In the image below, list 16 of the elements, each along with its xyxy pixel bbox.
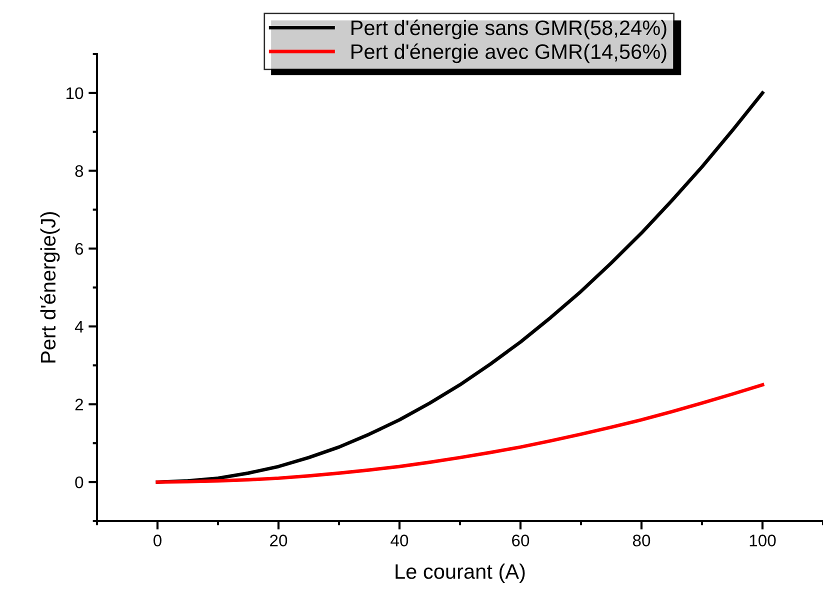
legend-label: Pert d'énergie avec GMR(14,56%) <box>352 43 666 64</box>
x-tick-label: 20 <box>270 534 288 546</box>
x-tick-label: 60 <box>512 534 530 546</box>
y-tick-label: 8 <box>75 165 84 177</box>
x-tick-label: 0 <box>154 534 162 546</box>
y-tick-label: 2 <box>75 398 83 410</box>
y-tick-label: 10 <box>66 87 84 100</box>
x-tick-label: 40 <box>390 534 408 546</box>
x-tick-label: 100 <box>750 534 776 546</box>
y-tick-label: 0 <box>75 476 84 488</box>
y-tick-label: 4 <box>74 320 84 332</box>
x-axis-title: Le courant (A) <box>396 564 525 584</box>
legend-label: Pert d'énergie sans GMR(58,24%) <box>352 20 666 40</box>
y-tick-label: 6 <box>75 242 84 255</box>
y-axis-title: Pert d'énergie(J) <box>40 212 60 362</box>
x-tick-label: 80 <box>632 534 650 546</box>
